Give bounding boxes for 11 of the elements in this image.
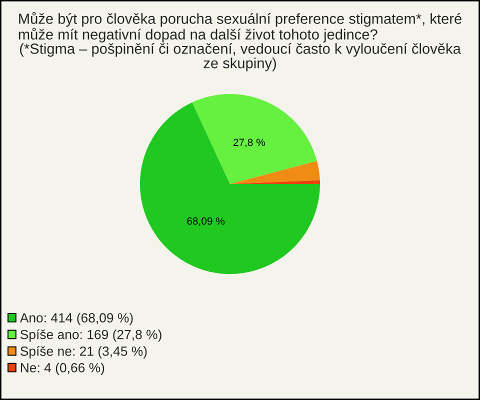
legend-label: Spíše ne: 21 (3,45 %) (20, 346, 147, 358)
legend-label: Ano: 414 (68,09 %) (20, 312, 133, 326)
pie-slice (140, 102, 320, 274)
pie-slice (192, 94, 318, 184)
data-label: 27,8 % (233, 138, 265, 148)
chart-subtitle: (*Stigma – pošpinění či označení, vedoucí často k vyloučení člověka ze skupiny) (20, 43, 461, 72)
data-label: 68,09 % (187, 217, 225, 226)
legend-label: Ne: 4 (0,66 %) (20, 362, 104, 375)
legend-label: Spíše ano: 169 (27,8 %) (20, 329, 162, 342)
chart-title: Může být pro člověka porucha sexuální preference stigmatem*, které může mít negativní dopad na další život tohoto jedince? (18, 12, 462, 43)
pie-slice (230, 161, 320, 184)
